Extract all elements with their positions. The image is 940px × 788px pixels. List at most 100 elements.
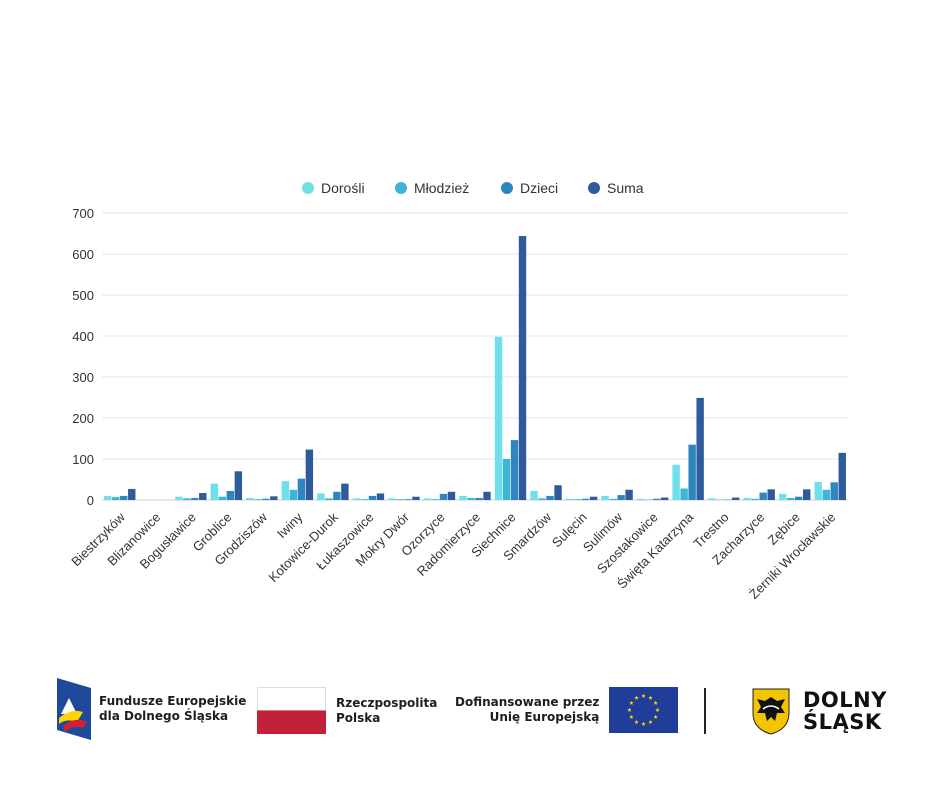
legend-label-3[interactable]: Suma (607, 180, 644, 196)
bar-9-0[interactable] (423, 498, 432, 500)
y-tick-label-2: 200 (72, 411, 94, 426)
bar-15-3[interactable] (660, 497, 669, 500)
legend-label-0[interactable]: Dorośli (321, 180, 365, 196)
bar-12-3[interactable] (554, 485, 562, 500)
bar-6-0[interactable] (317, 493, 325, 500)
bar-14-2[interactable] (617, 495, 625, 500)
bar-4-1[interactable] (254, 499, 262, 500)
bar-5-3[interactable] (305, 449, 314, 500)
bar-20-1[interactable] (822, 489, 830, 500)
bar-0-2[interactable] (120, 495, 128, 500)
bar-6-3[interactable] (341, 483, 349, 500)
chart: Dorośli Młodzież Dzieci Suma 0 100 200 300 400 5… (68, 180, 848, 602)
bar-0-3[interactable] (128, 488, 136, 500)
eu-star-icon (629, 700, 634, 705)
bar-0-0[interactable] (104, 495, 112, 500)
bar-19-1[interactable] (787, 497, 795, 500)
bar-11-0[interactable] (494, 336, 503, 500)
bar-12-1[interactable] (538, 498, 546, 500)
bar-7-0[interactable] (352, 498, 361, 500)
bar-16-1[interactable] (680, 488, 688, 500)
y-axis: 0 100 200 300 400 500 600 700 (72, 206, 94, 508)
bar-18-1[interactable] (751, 498, 759, 500)
bar-20-3[interactable] (838, 452, 846, 500)
bar-8-2[interactable] (404, 499, 412, 500)
bar-0-1[interactable] (112, 497, 120, 500)
bar-4-0[interactable] (246, 497, 254, 500)
bar-5-0[interactable] (281, 481, 290, 500)
bar-20-0[interactable] (814, 481, 822, 500)
bar-15-0[interactable] (636, 498, 645, 500)
bar-9-3[interactable] (447, 491, 456, 500)
bar-7-1[interactable] (360, 499, 369, 500)
ue-line1: Dofinansowane przez (455, 695, 600, 709)
eu-star-icon (653, 700, 659, 705)
bar-13-0[interactable] (565, 498, 574, 500)
bar-8-3[interactable] (412, 496, 420, 500)
bar-8-1[interactable] (396, 499, 404, 500)
bar-2-3[interactable] (199, 493, 207, 500)
bar-3-2[interactable] (226, 490, 235, 500)
eu-star-icon (648, 719, 654, 724)
ds-line2: ŚLĄSK (803, 710, 882, 734)
bar-18-0[interactable] (743, 497, 751, 500)
bar-10-0[interactable] (459, 495, 467, 500)
legend-label-1[interactable]: Młodzież (414, 180, 469, 196)
bar-12-0[interactable] (530, 490, 538, 500)
bar-6-2[interactable] (333, 491, 341, 500)
y-tick-label-1: 100 (72, 452, 94, 467)
bar-14-0[interactable] (601, 495, 609, 500)
legend-marker-3[interactable] (588, 182, 600, 194)
bar-2-0[interactable] (175, 496, 183, 500)
bar-13-2[interactable] (581, 498, 590, 500)
bar-9-1[interactable] (431, 499, 440, 500)
bar-19-3[interactable] (803, 489, 811, 500)
bar-16-0[interactable] (672, 464, 680, 500)
bar-14-1[interactable] (609, 498, 617, 500)
bar-16-2[interactable] (688, 444, 696, 500)
ds-logo: DOLNY ŚLĄSK (751, 687, 887, 735)
y-tick-label-4: 400 (72, 329, 94, 344)
bar-13-3[interactable] (589, 496, 598, 500)
bar-17-3[interactable] (731, 497, 740, 500)
y-tick-label-5: 500 (72, 288, 94, 303)
y-tick-label-3: 300 (72, 370, 94, 385)
bar-10-2[interactable] (475, 497, 483, 500)
bar-4-2[interactable] (262, 498, 270, 500)
bar-3-1[interactable] (218, 496, 227, 500)
bar-19-0[interactable] (779, 493, 787, 500)
legend-marker-2[interactable] (501, 182, 513, 194)
legend-marker-0[interactable] (302, 182, 314, 194)
bar-5-2[interactable] (297, 478, 306, 500)
bar-9-2[interactable] (439, 493, 448, 500)
bar-2-1[interactable] (183, 498, 191, 500)
bar-6-1[interactable] (325, 498, 333, 500)
bar-14-3[interactable] (625, 489, 633, 500)
bar-19-2[interactable] (795, 496, 803, 500)
bar-17-0[interactable] (707, 498, 716, 500)
bar-13-1[interactable] (573, 499, 582, 500)
bar-7-2[interactable] (368, 495, 377, 500)
bar-10-3[interactable] (483, 491, 491, 500)
bar-20-2[interactable] (830, 482, 838, 500)
bar-15-2[interactable] (652, 498, 661, 500)
bar-11-1[interactable] (502, 459, 511, 500)
legend-marker-1[interactable] (395, 182, 407, 194)
bar-8-0[interactable] (388, 498, 396, 500)
bar-12-2[interactable] (546, 495, 554, 500)
bar-4-3[interactable] (270, 496, 278, 500)
bar-11-2[interactable] (510, 440, 519, 500)
bar-11-3[interactable] (518, 235, 527, 500)
bar-3-3[interactable] (234, 471, 243, 500)
legend-label-2[interactable]: Dzieci (520, 180, 558, 196)
ds-line1: DOLNY (803, 688, 887, 712)
bar-10-1[interactable] (467, 497, 475, 500)
bar-3-0[interactable] (210, 483, 219, 500)
eu-star-icon (629, 714, 634, 719)
bar-7-3[interactable] (376, 493, 385, 500)
bar-16-3[interactable] (696, 397, 704, 500)
bar-18-2[interactable] (759, 492, 767, 500)
bar-2-2[interactable] (191, 497, 199, 500)
bar-18-3[interactable] (767, 489, 775, 500)
bar-5-1[interactable] (289, 489, 298, 500)
